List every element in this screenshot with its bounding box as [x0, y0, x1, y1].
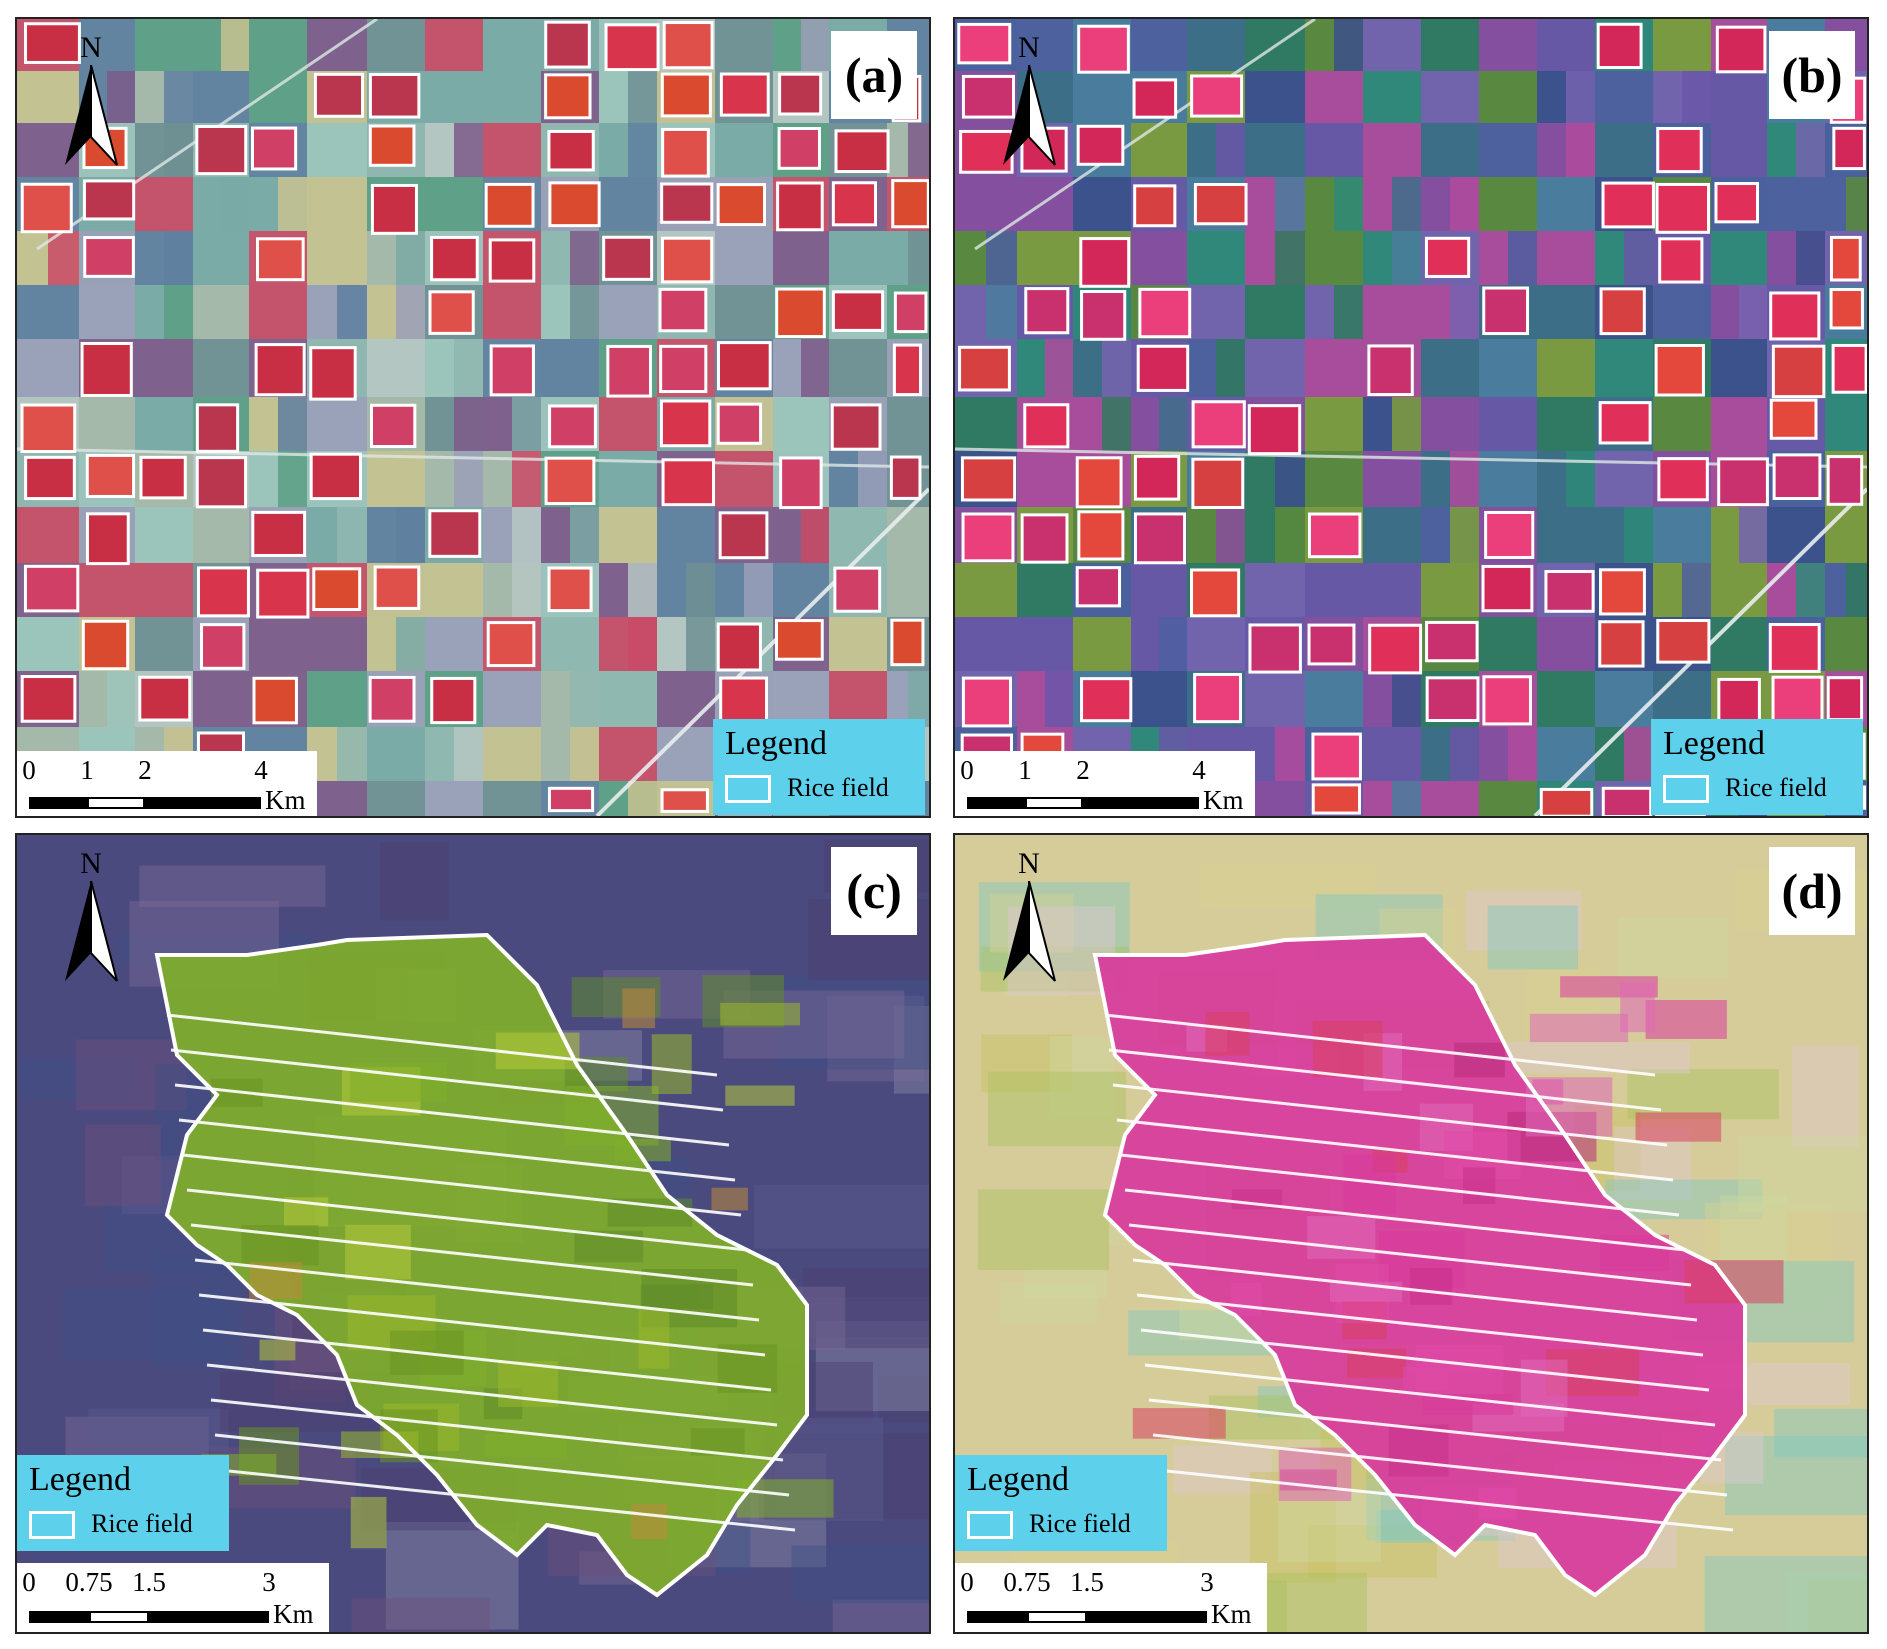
legend-box: Legend Rice field [17, 1455, 229, 1551]
panel-label: (c) [831, 847, 917, 935]
map-image-c [17, 835, 929, 1632]
panel-label: (b) [1769, 31, 1855, 119]
map-panel-c: (c) N Legend Rice field 0 0.75 1.5 3 Km [15, 833, 931, 1634]
scale-tick: 4 [254, 755, 268, 785]
scale-segment [1025, 797, 1083, 809]
north-arrow: N [999, 847, 1079, 987]
panel-label: (d) [1769, 847, 1855, 935]
legend-item-label: Rice field [1725, 773, 1827, 802]
scale-tick: 0 [960, 1567, 974, 1597]
north-arrow: N [61, 847, 141, 987]
scale-tick: 0.75 [1003, 1567, 1051, 1597]
legend-item-label: Rice field [787, 773, 889, 802]
legend-title: Legend [29, 1461, 131, 1498]
legend-title: Legend [725, 725, 827, 762]
north-arrow-icon [1003, 65, 1056, 166]
legend-item-label: Rice field [91, 1509, 193, 1538]
scale-bar: 0 0.75 1.5 3 Km [17, 1563, 329, 1632]
legend-swatch [725, 775, 771, 803]
scale-unit: Km [273, 1599, 314, 1629]
rice-field-region-c [154, 932, 834, 1598]
scale-tick: 1.5 [132, 1567, 166, 1597]
legend-item-label: Rice field [1029, 1509, 1131, 1538]
legend-box: Legend Rice field [1651, 719, 1863, 815]
north-arrow-icon [1003, 881, 1056, 982]
scale-segment [1083, 797, 1199, 809]
scale-segment [967, 1611, 1027, 1623]
legend-box: Legend Rice field [955, 1455, 1167, 1551]
legend-swatch [967, 1511, 1013, 1539]
map-panel-a: (a) N Legend Rice field 0 1 2 4 Km [15, 17, 931, 818]
scale-bar: 0 0.75 1.5 3 Km [955, 1563, 1267, 1632]
rice-field-region-d [1092, 932, 1784, 1598]
scale-bar: 0 1 2 4 Km [955, 751, 1255, 816]
legend-swatch [29, 1511, 75, 1539]
scale-tick: 4 [1192, 755, 1206, 785]
north-arrow-icon [65, 881, 118, 982]
north-arrow: N [61, 31, 141, 171]
scale-unit: Km [1211, 1599, 1252, 1629]
legend-swatch [1663, 775, 1709, 803]
map-image-a [17, 19, 929, 816]
scale-segment [1027, 1611, 1087, 1623]
scale-tick: 1 [1018, 755, 1032, 785]
scale-tick: 2 [1076, 755, 1090, 785]
north-arrow: N [999, 31, 1079, 171]
scale-segment [89, 1611, 149, 1623]
north-letter: N [80, 847, 102, 880]
scale-segment [145, 797, 261, 809]
scale-segment [967, 797, 1025, 809]
scale-tick: 1.5 [1070, 1567, 1104, 1597]
scale-segment [29, 1611, 89, 1623]
scale-tick: 3 [1200, 1567, 1214, 1597]
north-letter: N [80, 31, 102, 64]
scale-tick: 1 [80, 755, 94, 785]
map-panel-b: (b) N Legend Rice field 0 1 2 4 Km [953, 17, 1869, 818]
legend-title: Legend [1663, 725, 1765, 762]
scale-tick: 0 [960, 755, 974, 785]
panel-label: (a) [831, 31, 917, 119]
scale-tick: 2 [138, 755, 152, 785]
scale-unit: Km [1203, 785, 1244, 815]
scale-tick: 0.75 [65, 1567, 113, 1597]
scale-segment [87, 797, 145, 809]
scale-tick: 0 [22, 755, 36, 785]
north-letter: N [1018, 31, 1040, 64]
scale-tick: 3 [262, 1567, 276, 1597]
scale-bar: 0 1 2 4 Km [17, 751, 317, 816]
map-image-b [955, 19, 1867, 816]
scale-segment [29, 797, 87, 809]
scale-tick: 0 [22, 1567, 36, 1597]
scale-segment [149, 1611, 269, 1623]
scale-segment [1087, 1611, 1207, 1623]
legend-title: Legend [967, 1461, 1069, 1498]
scale-unit: Km [265, 785, 306, 815]
north-arrow-icon [65, 65, 118, 166]
legend-box: Legend Rice field [713, 719, 925, 815]
north-letter: N [1018, 847, 1040, 880]
map-panel-d: (d) N Legend Rice field 0 0.75 1.5 3 Km [953, 833, 1869, 1634]
